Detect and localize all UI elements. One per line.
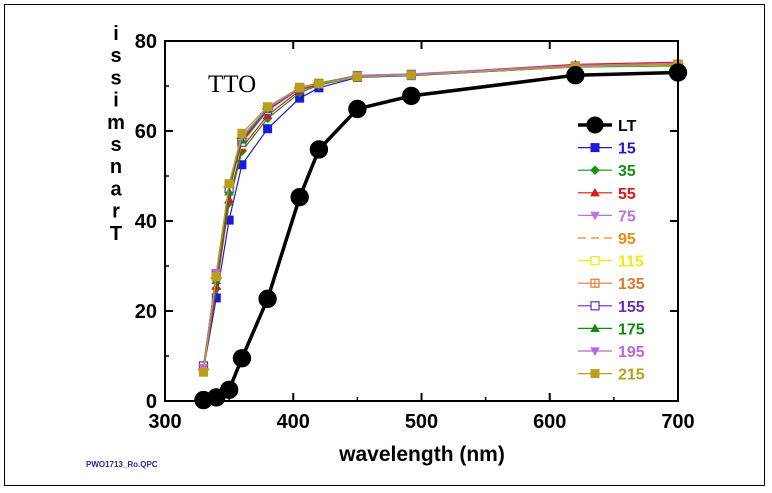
y-axis-label-char: m xyxy=(107,112,125,134)
legend-label: 215 xyxy=(618,367,645,384)
legend-label: LT xyxy=(618,118,637,135)
axes: 300 400 500 600 700 0 20 40 60 80 xyxy=(135,31,695,433)
marker-cross xyxy=(591,279,599,288)
legend-item-LT: LT xyxy=(578,116,637,135)
legend-marker xyxy=(590,143,600,153)
legend-label: 155 xyxy=(618,299,645,316)
data-point-215 xyxy=(295,83,305,93)
y-tick-label: 20 xyxy=(135,301,157,323)
series-line-55 xyxy=(202,61,679,370)
data-point-15 xyxy=(211,293,221,303)
y-tick-label: 60 xyxy=(135,121,157,143)
legend-label: 55 xyxy=(618,186,636,203)
legend-marker xyxy=(590,211,600,221)
y-axis-label-char: T xyxy=(110,223,122,245)
data-point-LT xyxy=(290,187,309,207)
x-tick-label: 500 xyxy=(405,411,438,433)
legend-label: 35 xyxy=(618,163,636,180)
x-tick-label: 400 xyxy=(277,411,310,433)
y-axis-label-char: i xyxy=(113,23,119,45)
legend-label: 15 xyxy=(618,141,636,158)
x-tick-label: 600 xyxy=(533,411,566,433)
legend-marker xyxy=(590,369,600,379)
data-point-215 xyxy=(224,179,234,189)
legend-item-75: 75 xyxy=(578,208,636,225)
chart-annotation: TTO xyxy=(208,71,256,98)
legend-label: 175 xyxy=(618,321,645,338)
legend-item-55: 55 xyxy=(578,186,636,203)
legend-marker xyxy=(590,301,600,311)
x-tick-label: 300 xyxy=(148,411,181,433)
legend-item-215: 215 xyxy=(578,367,645,384)
data-point-LT xyxy=(348,99,367,119)
data-point-LT xyxy=(219,380,239,399)
data-point-LT xyxy=(232,349,252,368)
legend-marker xyxy=(590,165,600,175)
y-axis-label-char: s xyxy=(110,67,121,89)
data-point-215 xyxy=(237,128,247,138)
legend-item-175: 175 xyxy=(578,321,645,338)
data-point-215 xyxy=(352,72,362,82)
y-axis-label-char: a xyxy=(110,178,122,200)
data-point-55 xyxy=(224,194,234,203)
x-axis-label: wavelength (nm) xyxy=(338,443,505,466)
legend-label: 75 xyxy=(618,208,636,225)
legend-item-115: 115 xyxy=(578,254,644,271)
data-point-215 xyxy=(211,272,221,282)
y-tick-label: 40 xyxy=(135,211,157,233)
legend-item-135: 135 xyxy=(578,276,645,293)
y-axis-label-char: n xyxy=(110,156,122,178)
legend-item-95: 95 xyxy=(578,231,636,248)
series-layer xyxy=(194,57,688,410)
y-tick-label: 80 xyxy=(135,31,157,53)
legend-marker xyxy=(586,116,604,134)
data-point-LT xyxy=(258,289,277,309)
data-point-215 xyxy=(314,79,324,89)
legend-label: 195 xyxy=(618,344,645,361)
legend-marker xyxy=(590,256,600,266)
data-point-215 xyxy=(263,102,273,112)
data-point-15 xyxy=(263,124,273,134)
legend-marker xyxy=(590,278,600,288)
legend-marker xyxy=(590,347,600,356)
legend-item-35: 35 xyxy=(578,163,636,180)
legend: LT 15 35 55 75 95 115 135 155 175 195 215 xyxy=(578,116,645,384)
legend-marker xyxy=(590,323,600,332)
legend-item-155: 155 xyxy=(578,299,645,316)
data-point-LT xyxy=(566,66,585,85)
y-tick-label: 0 xyxy=(146,391,157,413)
y-axis-label-char: s xyxy=(110,45,121,67)
legend-label: 115 xyxy=(618,254,644,271)
x-tick-label: 700 xyxy=(661,411,694,433)
series-line-35 xyxy=(202,65,679,371)
data-point-175 xyxy=(224,186,234,196)
legend-item-15: 15 xyxy=(578,141,636,158)
data-point-215 xyxy=(406,70,416,80)
y-axis-label-char: i xyxy=(113,90,119,112)
data-point-215 xyxy=(198,367,208,377)
legend-item-195: 195 xyxy=(578,344,645,361)
legend-label: 135 xyxy=(618,276,645,293)
chart-frame xyxy=(4,4,765,486)
footer-note: PWO1713_Ro.QPC xyxy=(86,460,158,469)
legend-label: 95 xyxy=(618,231,636,248)
y-axis-label-char: r xyxy=(112,201,120,223)
series-line-15 xyxy=(202,64,679,370)
legend-marker xyxy=(590,188,600,197)
y-axis-label-char: s xyxy=(110,134,121,156)
series-LT xyxy=(194,63,688,410)
data-point-LT xyxy=(309,140,329,159)
data-point-LT xyxy=(402,86,421,106)
